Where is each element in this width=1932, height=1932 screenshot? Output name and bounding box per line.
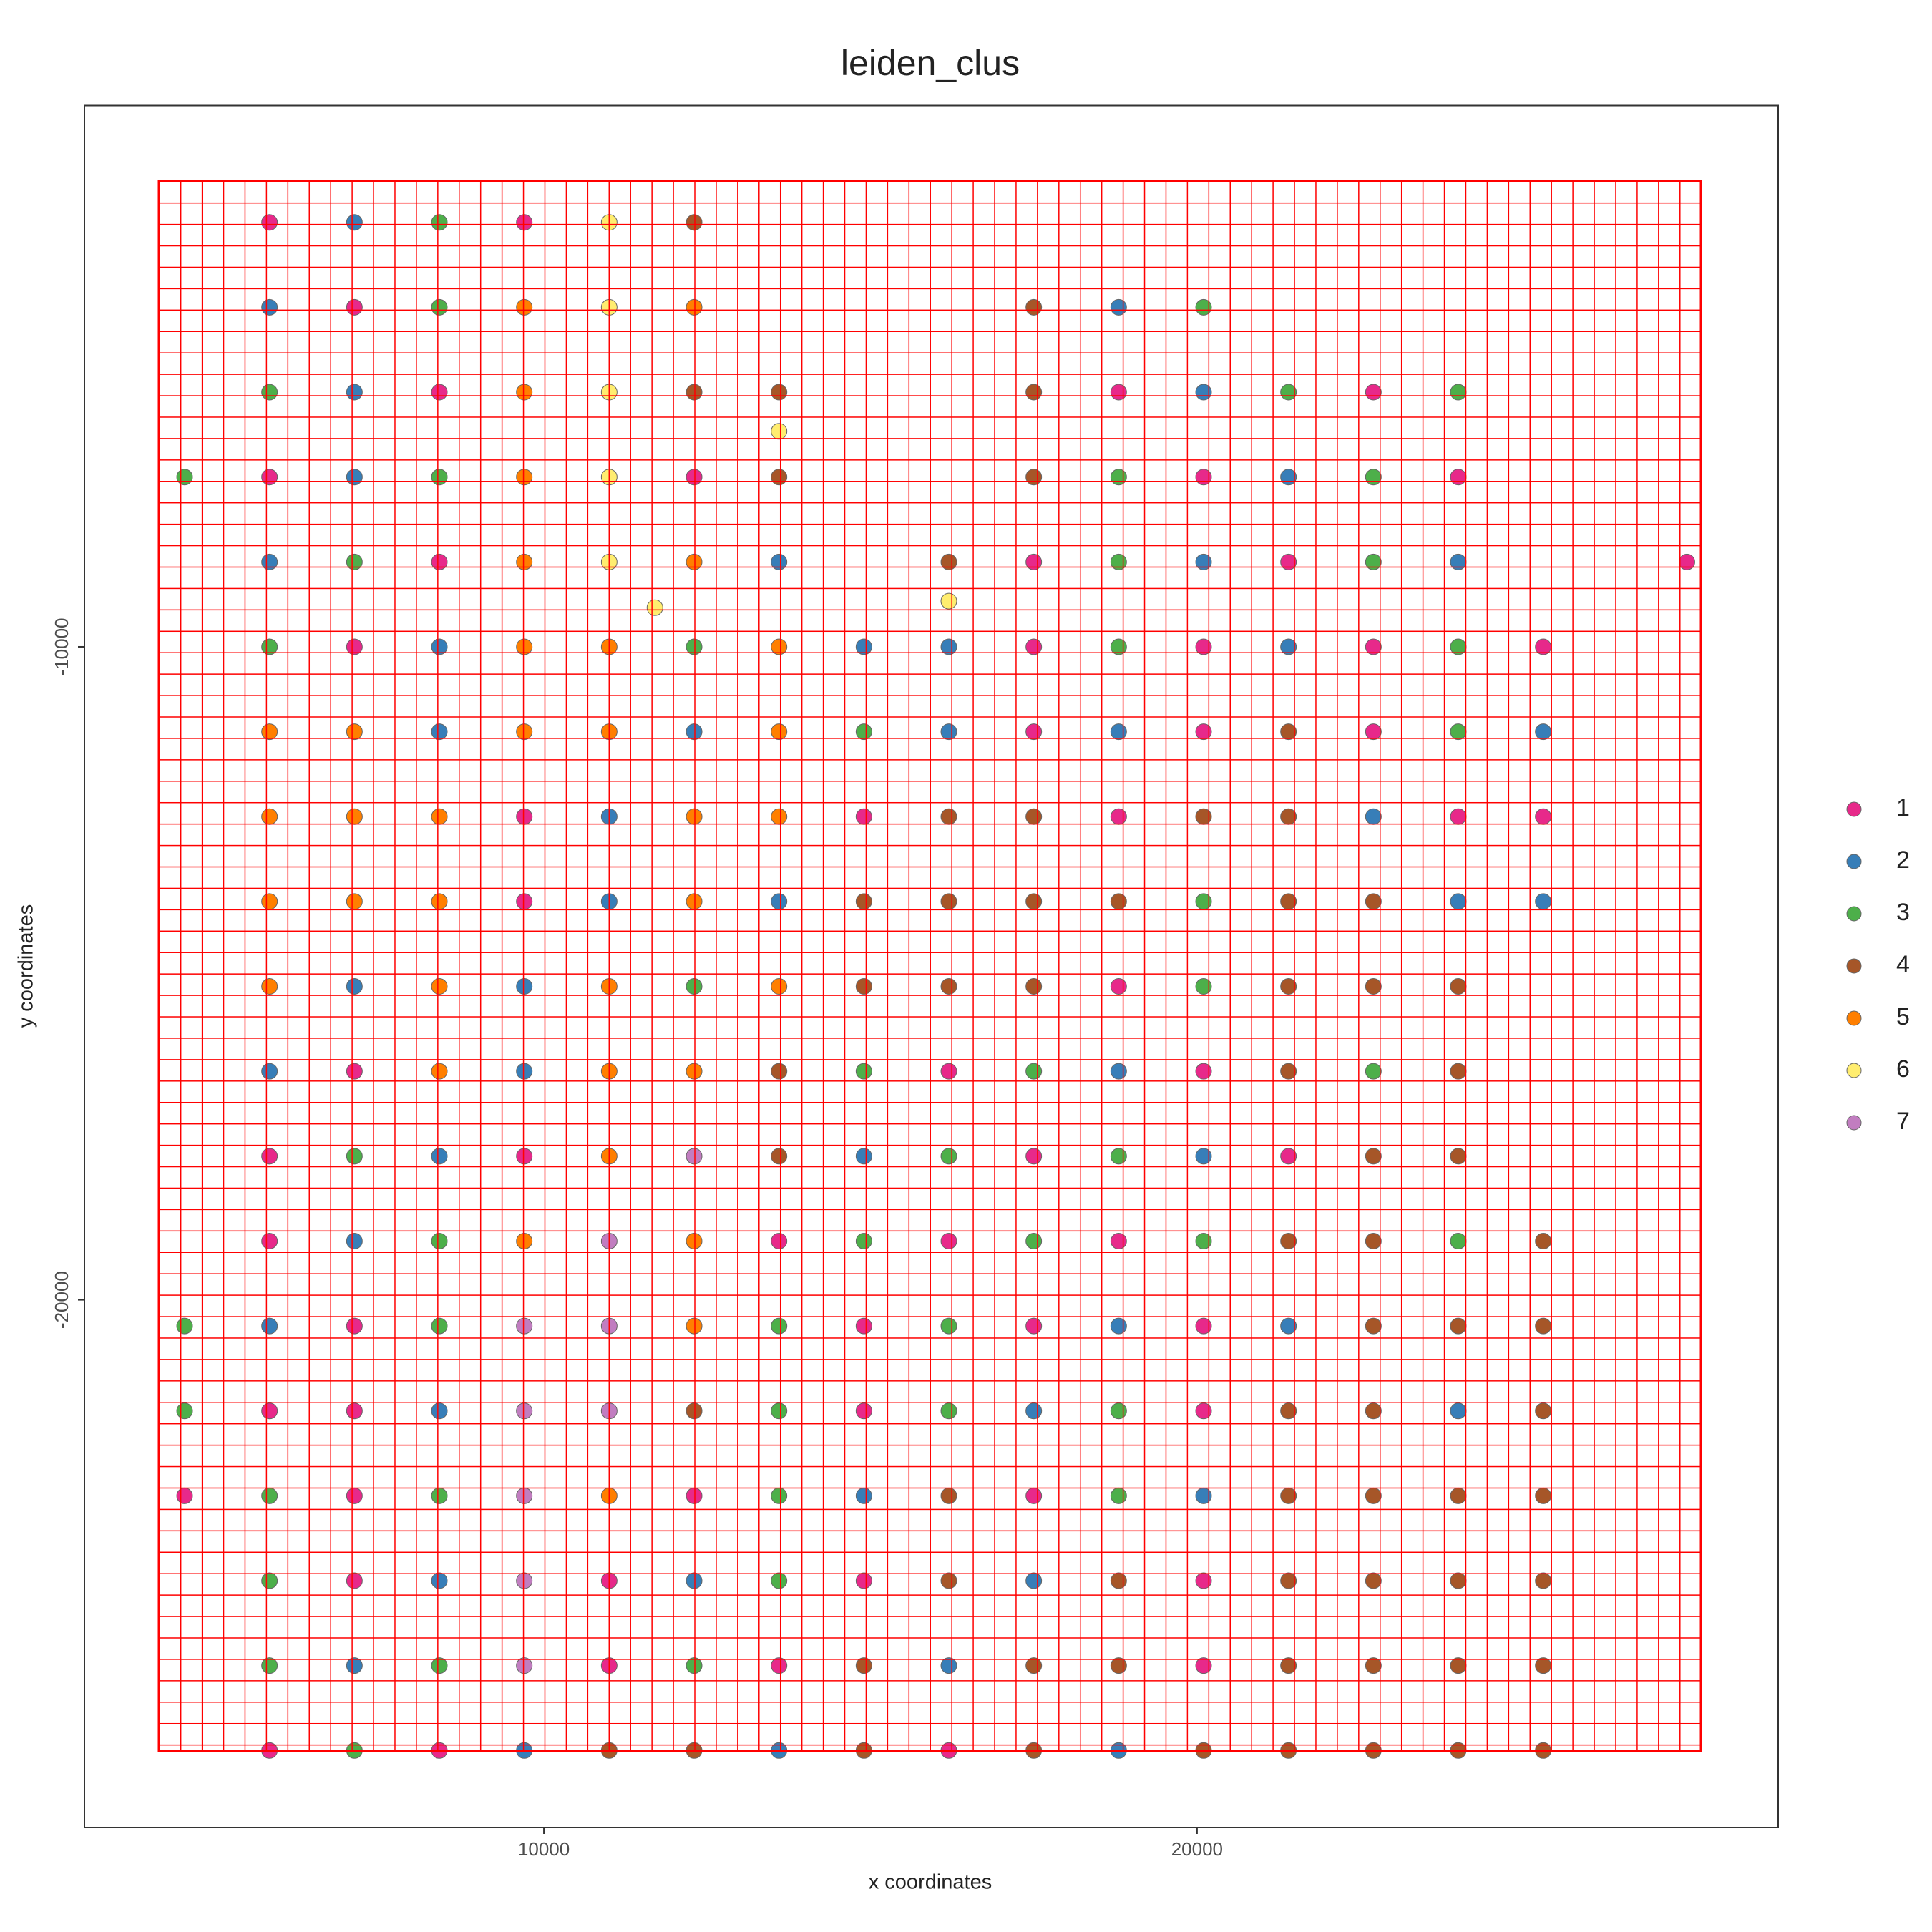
legend-label: 2 [1896,847,1910,874]
legend-label: 4 [1896,951,1910,978]
y-tick-label: -20000 [51,1271,72,1329]
legend-label: 5 [1896,1003,1910,1030]
legend-label: 3 [1896,899,1910,926]
chart-title: leiden_clus [841,43,1020,83]
legend-swatch [1846,1115,1862,1131]
legend-swatch [1846,1063,1862,1078]
x-axis-label: x coordinates [869,1871,992,1894]
legend-label: 6 [1896,1055,1910,1083]
legend-label: 1 [1896,794,1910,821]
panel-border [84,104,1779,1828]
spatial-grid [157,180,1702,1752]
legend-label: 7 [1896,1108,1910,1135]
y-tick-label: -10000 [51,618,72,675]
legend-swatch [1846,906,1862,922]
y-axis-label: y coordinates [15,904,38,1028]
x-tick-label: 10000 [518,1838,570,1860]
legend-swatch [1846,854,1862,869]
legend-swatch [1846,801,1862,817]
legend-swatch [1846,1010,1862,1026]
x-tick-label: 20000 [1171,1838,1223,1860]
legend-swatch [1846,958,1862,974]
